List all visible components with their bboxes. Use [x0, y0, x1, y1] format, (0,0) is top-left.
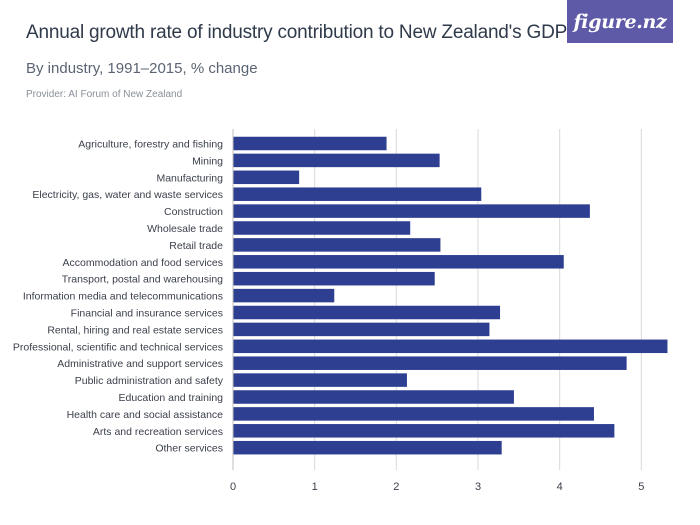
category-label: Mining	[192, 155, 223, 167]
chart-provider: Provider: AI Forum of New Zealand	[26, 89, 183, 100]
bar[interactable]	[233, 339, 668, 354]
category-label: Rental, hiring and real estate services	[47, 324, 223, 336]
category-label: Construction	[164, 206, 223, 218]
category-label: Manufacturing	[156, 172, 223, 184]
category-label: Public administration and safety	[75, 375, 224, 387]
x-tick-label: 4	[557, 481, 563, 493]
bar[interactable]	[233, 255, 564, 269]
category-label: Education and training	[119, 392, 224, 404]
category-label: Agriculture, forestry and fishing	[78, 139, 223, 151]
bar[interactable]	[233, 322, 490, 337]
bar[interactable]	[233, 153, 440, 168]
category-label: Retail trade	[169, 240, 223, 252]
bar[interactable]	[233, 288, 335, 303]
logo-text: figure.nz	[573, 10, 667, 33]
category-label: Health care and social assistance	[67, 409, 224, 421]
x-tick-label: 1	[312, 481, 318, 493]
x-tick-label: 2	[393, 481, 399, 493]
bar[interactable]	[233, 407, 594, 421]
bar[interactable]	[233, 271, 435, 286]
bar[interactable]	[233, 136, 387, 151]
chart-title: Annual growth rate of industry contribut…	[26, 22, 568, 43]
category-label: Wholesale trade	[147, 223, 223, 235]
bar[interactable]	[233, 204, 590, 218]
bar[interactable]	[233, 238, 441, 252]
bar[interactable]	[233, 390, 514, 404]
category-label: Administrative and support services	[57, 358, 223, 370]
bar[interactable]	[233, 440, 502, 455]
x-tick-label: 5	[638, 481, 644, 493]
bar[interactable]	[233, 170, 300, 185]
category-label: Financial and insurance services	[71, 308, 223, 320]
bar[interactable]	[233, 424, 615, 438]
bar[interactable]	[233, 373, 407, 387]
bar[interactable]	[233, 187, 482, 201]
category-label: Accommodation and food services	[63, 257, 224, 269]
figure-nz-logo[interactable]: figure.nz	[567, 0, 673, 43]
category-label: Transport, postal and warehousing	[62, 274, 223, 286]
category-label: Arts and recreation services	[93, 426, 223, 438]
category-label: Electricity, gas, water and waste servic…	[32, 189, 223, 201]
x-tick-label: 0	[230, 481, 236, 493]
category-label: Information media and telecommunications	[23, 291, 223, 303]
category-label: Professional, scientific and technical s…	[13, 341, 223, 353]
bar[interactable]	[233, 305, 501, 320]
bar[interactable]	[233, 356, 627, 370]
bar[interactable]	[233, 221, 411, 235]
category-label: Other services	[155, 443, 223, 455]
chart-subtitle: By industry, 1991–2015, % change	[26, 60, 258, 77]
x-tick-label: 3	[475, 481, 481, 493]
